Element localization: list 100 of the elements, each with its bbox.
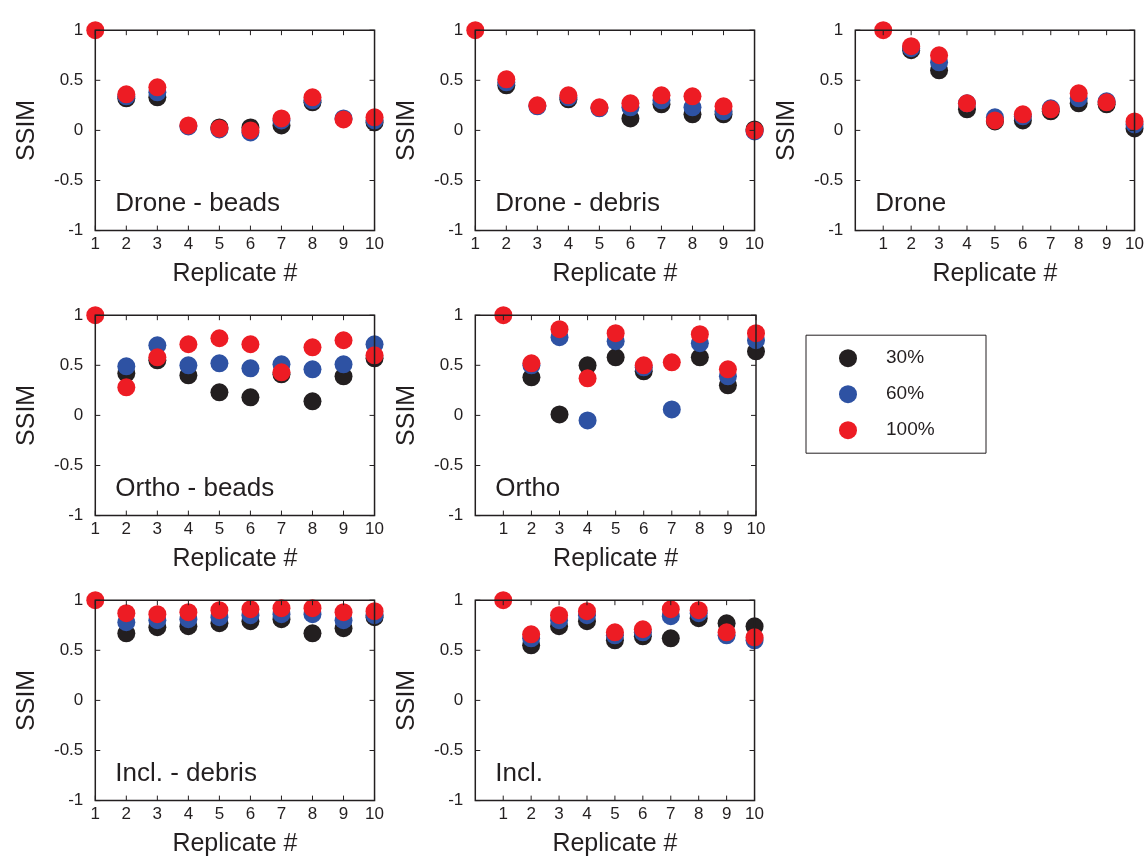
point	[714, 97, 733, 116]
point	[272, 599, 291, 618]
x-tick-label: 1	[470, 234, 481, 254]
x-tick-label: 5	[214, 519, 225, 539]
x-tick-label: 2	[526, 804, 536, 824]
x-tick-label: 2	[121, 519, 132, 539]
x-tick-label: 5	[594, 234, 605, 254]
point	[578, 369, 597, 388]
annotation: Ortho	[495, 471, 561, 502]
x-tick-label: 10	[365, 804, 385, 824]
x-tick-label: 8	[695, 519, 705, 539]
x-tick-label: 5	[214, 804, 225, 824]
x-tick-label: 5	[214, 234, 225, 254]
point	[606, 348, 625, 367]
x-tick-label: 9	[1101, 234, 1112, 254]
x-tick-label: 3	[152, 519, 163, 539]
y-tick-label: 1	[73, 589, 84, 609]
x-tick-label: 2	[526, 519, 537, 539]
x-tick-label: 9	[723, 519, 733, 539]
point	[718, 360, 737, 379]
x-tick-label: 1	[498, 804, 508, 824]
x-tick-label: 1	[90, 519, 101, 539]
x-tick-label: 9	[338, 234, 349, 254]
y-axis-title: SSIM	[770, 99, 799, 161]
x-axis-title: Replicate #	[552, 827, 678, 856]
x-tick-label: 6	[1018, 234, 1028, 254]
x-tick-label: 7	[1046, 234, 1056, 254]
x-tick-label: 3	[152, 234, 163, 254]
x-tick-label: 4	[183, 234, 194, 254]
x-tick-label: 10	[746, 519, 766, 539]
x-tick-label: 6	[245, 804, 256, 824]
point	[148, 605, 167, 624]
x-tick-label: 3	[152, 804, 163, 824]
point	[334, 355, 353, 374]
annotation: Drone	[875, 186, 947, 217]
point	[179, 603, 198, 622]
point	[683, 87, 702, 106]
x-tick-label: 4	[582, 519, 593, 539]
x-tick-label: 2	[121, 234, 132, 254]
x-tick-label: 2	[906, 234, 916, 254]
y-tick-label: -1	[68, 220, 84, 240]
point	[621, 94, 640, 113]
x-tick-label: 10	[365, 234, 385, 254]
point	[661, 600, 680, 619]
y-axis-title: SSIM	[390, 384, 419, 446]
y-tick-label: -0.5	[434, 740, 464, 760]
x-tick-label: 4	[962, 234, 972, 254]
y-tick-label: -0.5	[814, 170, 844, 190]
point	[179, 356, 198, 375]
x-tick-label: 7	[276, 804, 287, 824]
x-tick-label: 7	[666, 804, 676, 824]
x-tick-label: 7	[667, 519, 677, 539]
point	[930, 46, 949, 65]
y-axis-title: SSIM	[10, 384, 39, 446]
point	[606, 324, 625, 343]
annotation: Ortho - beads	[115, 471, 275, 502]
x-tick-label: 2	[121, 804, 132, 824]
y-tick-label: -1	[68, 505, 84, 525]
point	[117, 604, 136, 623]
x-tick-label: 7	[276, 519, 287, 539]
annotation: Drone - debris	[495, 186, 661, 217]
y-tick-label: -0.5	[434, 455, 464, 475]
x-axis-title: Replicate #	[932, 257, 1058, 286]
x-tick-label: 10	[745, 234, 765, 254]
x-tick-label: 1	[878, 234, 888, 254]
point	[652, 86, 671, 105]
y-tick-label: -1	[448, 505, 464, 525]
y-axis-title: SSIM	[10, 99, 39, 161]
x-tick-label: 6	[245, 234, 256, 254]
y-tick-label: -0.5	[54, 170, 84, 190]
x-tick-label: 9	[718, 234, 729, 254]
y-tick-label: 1	[453, 589, 464, 609]
y-tick-label: -0.5	[434, 170, 464, 190]
y-tick-label: 0.5	[59, 69, 84, 89]
point	[662, 400, 681, 419]
x-tick-label: 8	[1073, 234, 1084, 254]
point	[365, 602, 384, 621]
x-tick-label: 9	[338, 519, 349, 539]
point	[303, 338, 322, 357]
point	[550, 320, 569, 339]
point	[303, 624, 322, 643]
y-tick-label: 0.5	[59, 639, 84, 659]
y-tick-label: -1	[68, 790, 84, 810]
y-tick-label: 0.5	[439, 354, 464, 374]
y-tick-label: 1	[73, 19, 84, 39]
x-tick-label: 4	[183, 804, 194, 824]
point	[241, 335, 260, 354]
x-tick-label: 4	[563, 234, 574, 254]
point	[690, 325, 709, 344]
annotation: Drone - beads	[115, 186, 281, 217]
x-tick-label: 8	[693, 804, 704, 824]
x-tick-label: 8	[307, 804, 318, 824]
x-tick-label: 7	[276, 234, 287, 254]
x-axis-title: Replicate #	[552, 257, 678, 286]
x-tick-label: 4	[582, 804, 592, 824]
legend-label: 60%	[886, 382, 925, 404]
x-tick-label: 8	[307, 519, 318, 539]
y-tick-label: 0	[833, 120, 844, 140]
y-tick-label: -1	[828, 220, 844, 240]
point	[241, 359, 260, 378]
